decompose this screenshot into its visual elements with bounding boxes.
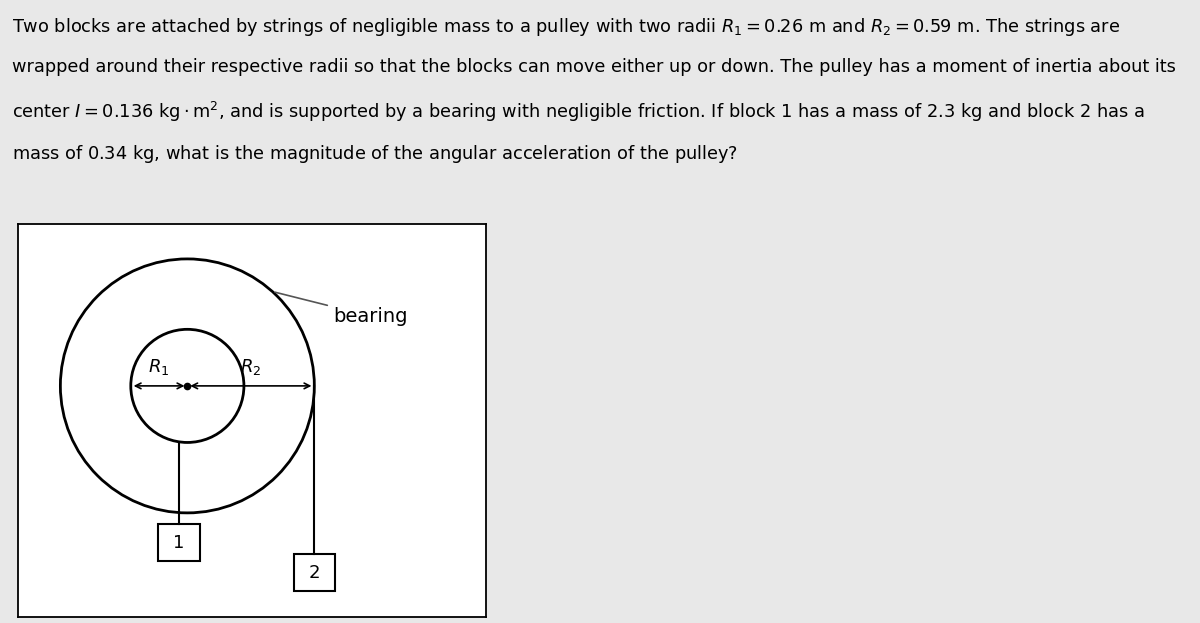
Text: $R_2$: $R_2$ xyxy=(240,356,262,377)
Text: bearing: bearing xyxy=(275,292,407,326)
Text: $R_1$: $R_1$ xyxy=(149,356,169,377)
Text: wrapped around their respective radii so that the blocks can move either up or d: wrapped around their respective radii so… xyxy=(12,58,1176,76)
Text: mass of $0.34\ \mathrm{kg}$, what is the magnitude of the angular acceleration o: mass of $0.34\ \mathrm{kg}$, what is the… xyxy=(12,143,738,164)
Text: 2: 2 xyxy=(308,564,320,582)
Text: 1: 1 xyxy=(173,534,185,552)
Bar xyxy=(294,554,335,591)
Text: Two blocks are attached by strings of negligible mass to a pulley with two radii: Two blocks are attached by strings of ne… xyxy=(12,16,1120,37)
Bar xyxy=(158,525,199,561)
Text: center $I = 0.136\ \mathrm{kg \cdot m^2}$, and is supported by a bearing with ne: center $I = 0.136\ \mathrm{kg \cdot m^2}… xyxy=(12,100,1145,125)
